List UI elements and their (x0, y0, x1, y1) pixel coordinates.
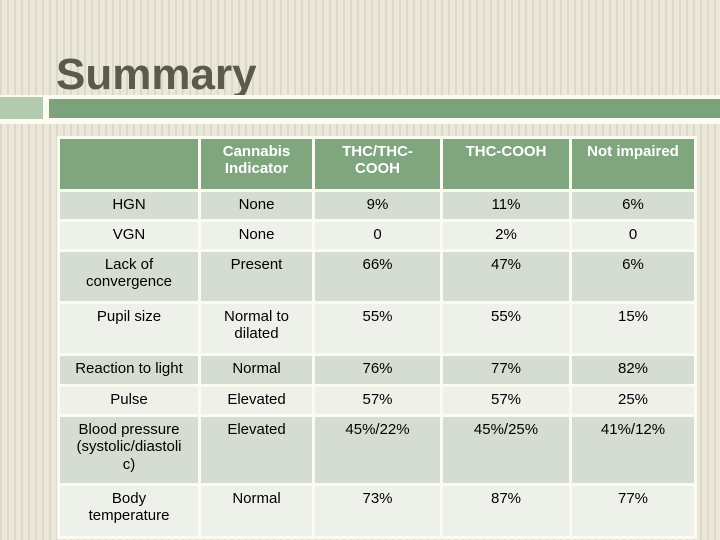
table-row: Reaction to light Normal 76% 77% 82% (60, 356, 694, 384)
row-label: VGN (60, 222, 198, 249)
table-cell: 9% (315, 192, 440, 219)
column-header: THC/THC- COOH (315, 139, 440, 189)
table-cell: Normal to dilated (201, 304, 312, 353)
table-cell: 55% (315, 304, 440, 353)
table-cell: 66% (315, 252, 440, 301)
table-cell: 15% (572, 304, 694, 353)
table-row: Pulse Elevated 57% 57% 25% (60, 387, 694, 414)
table-cell: 77% (443, 356, 569, 384)
row-label: Blood pressure (systolic/diastoli c) (60, 417, 198, 483)
table-cell: 45%/22% (315, 417, 440, 483)
row-label: HGN (60, 192, 198, 219)
table-cell: Elevated (201, 417, 312, 483)
column-header: Cannabis Indicator (201, 139, 312, 189)
table-row: VGN None 0 2% 0 (60, 222, 694, 249)
accent-band (0, 95, 720, 124)
table-header-row: Cannabis Indicator THC/THC- COOH THC-COOH N… (60, 139, 694, 189)
table-cell: Normal (201, 486, 312, 536)
table-cell: 55% (443, 304, 569, 353)
table-row: Pupil size Normal to dilated 55% 55% 15% (60, 304, 694, 353)
row-label: Pulse (60, 387, 198, 414)
row-label: Lack of convergence (60, 252, 198, 301)
accent-square (0, 97, 43, 119)
table-cell: 0 (315, 222, 440, 249)
table-cell: None (201, 222, 312, 249)
row-label: Pupil size (60, 304, 198, 353)
table-cell: 73% (315, 486, 440, 536)
table-cell: Normal (201, 356, 312, 384)
table-cell: 6% (572, 192, 694, 219)
table-row: Body temperature Normal 73% 87% 77% (60, 486, 694, 536)
table-cell: 41%/12% (572, 417, 694, 483)
table-cell: 2% (443, 222, 569, 249)
table-cell: 76% (315, 356, 440, 384)
slide-title: Summary (56, 50, 257, 100)
table-cell: 82% (572, 356, 694, 384)
table-cell: None (201, 192, 312, 219)
corner-header-cell (60, 139, 198, 189)
table-row: HGN None 9% 11% 6% (60, 192, 694, 219)
table-cell: 47% (443, 252, 569, 301)
table-cell: 57% (443, 387, 569, 414)
summary-table: Cannabis Indicator THC/THC- COOH THC-COOH N… (57, 136, 697, 539)
table-cell: 87% (443, 486, 569, 536)
table-cell: 6% (572, 252, 694, 301)
accent-bar (49, 99, 720, 118)
table-row: Blood pressure (systolic/diastoli c) Elev… (60, 417, 694, 483)
table-cell: 45%/25% (443, 417, 569, 483)
table-cell: 77% (572, 486, 694, 536)
column-header: Not impaired (572, 139, 694, 189)
table-cell: 0 (572, 222, 694, 249)
column-header: THC-COOH (443, 139, 569, 189)
table-cell: Elevated (201, 387, 312, 414)
table-cell: 25% (572, 387, 694, 414)
table-cell: 57% (315, 387, 440, 414)
table-cell: Present (201, 252, 312, 301)
row-label: Reaction to light (60, 356, 198, 384)
row-label: Body temperature (60, 486, 198, 536)
table-body: HGN None 9% 11% 6% VGN None 0 2% 0 Lack of converg… (60, 192, 694, 536)
table-row: Lack of convergence Present 66% 47% 6% (60, 252, 694, 301)
table-cell: 11% (443, 192, 569, 219)
